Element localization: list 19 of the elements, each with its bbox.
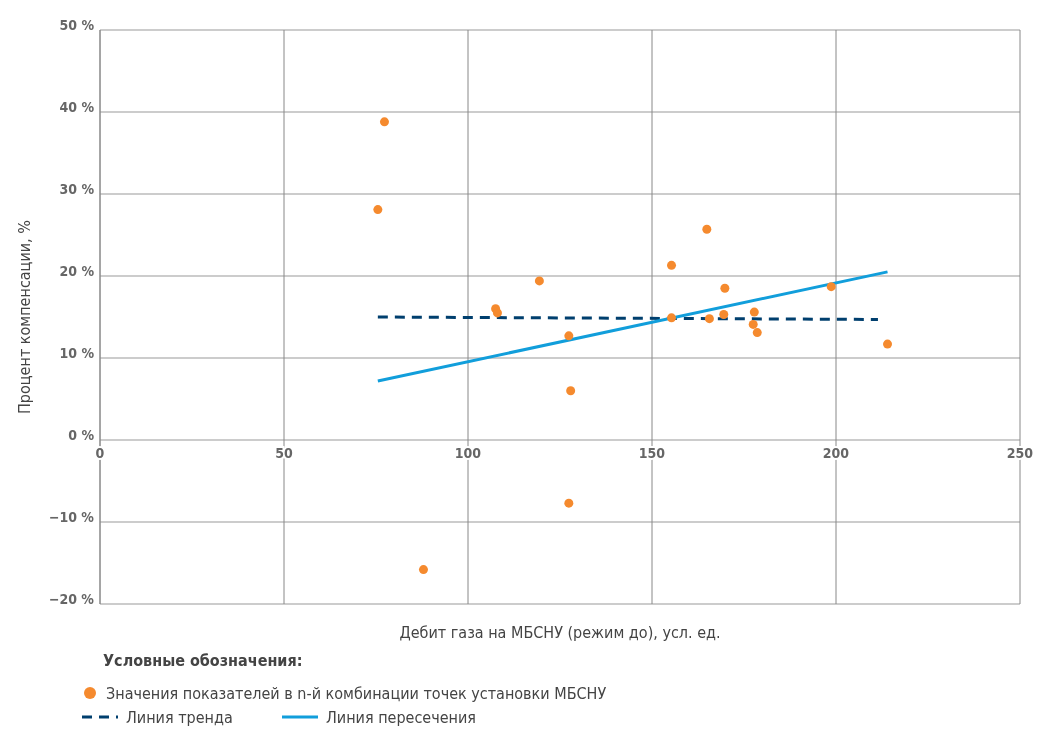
x-tick-label: 100 [454, 445, 482, 461]
y-tick-label: 30 % [59, 181, 95, 197]
legend-label: Линия тренда [126, 708, 233, 727]
y-tick-label: 40 % [59, 99, 95, 115]
x-tick-label: 200 [822, 445, 850, 461]
y-tick-label: 10 % [59, 345, 95, 361]
y-tick-label: −10 % [48, 509, 95, 525]
x-tick-label: 250 [1006, 445, 1034, 461]
legend-title: Условные обозначения: [103, 651, 303, 670]
legend-label: Линия пересечения [326, 708, 477, 727]
y-tick-label: 20 % [59, 263, 95, 279]
y-axis-title: Процент компенсации, % [15, 220, 34, 414]
y-tick-label: 0 % [68, 427, 95, 443]
y-tick-label: 50 % [59, 17, 95, 33]
legend-label: Значения показателей в n-й комбинации точек установки МБСНУ [106, 684, 607, 703]
x-tick-label: 50 [275, 445, 293, 461]
x-tick-label: 150 [638, 445, 666, 461]
x-axis-title: Дебит газа на МБСНУ (режим до), усл. ед. [399, 623, 721, 642]
y-tick-label: −20 % [48, 591, 95, 607]
